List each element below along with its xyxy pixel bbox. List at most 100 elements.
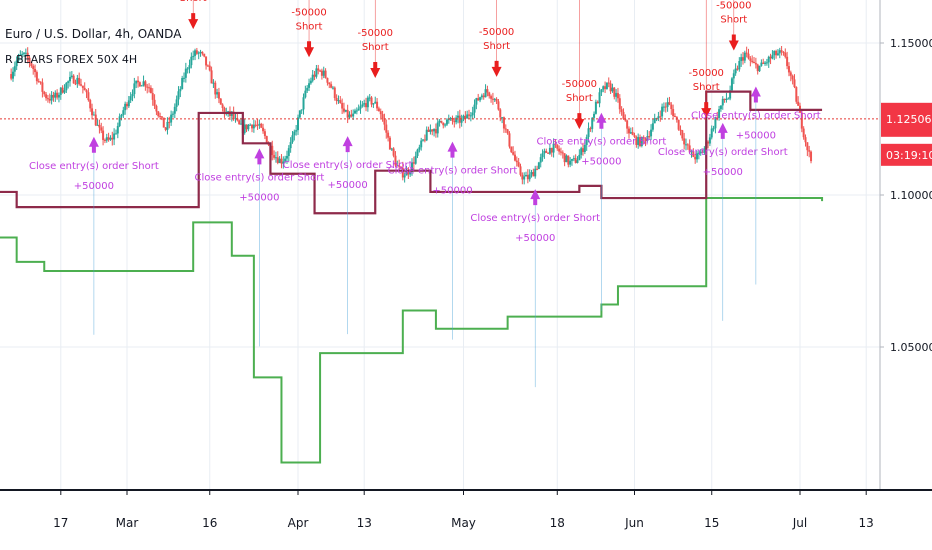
candle xyxy=(532,168,535,177)
time-tick-label: 16 xyxy=(202,516,217,530)
candle xyxy=(359,100,362,114)
candle-body xyxy=(804,137,807,143)
candle-body xyxy=(339,100,342,104)
candle xyxy=(758,65,761,72)
signal-qty-label: -50000 xyxy=(689,68,724,79)
candle-body xyxy=(422,139,425,141)
candle xyxy=(677,119,680,131)
candle-body xyxy=(274,157,277,159)
candle-body xyxy=(570,159,573,161)
candle-body xyxy=(411,162,414,173)
candle-body xyxy=(146,86,149,88)
candle-body xyxy=(155,105,158,112)
candle xyxy=(536,165,539,171)
candle xyxy=(13,61,16,77)
candle xyxy=(808,145,811,158)
candle-body xyxy=(574,158,577,163)
candle-body xyxy=(458,115,461,123)
candle-body xyxy=(80,84,83,86)
candle-body xyxy=(166,121,169,130)
candle xyxy=(710,125,713,140)
candle-body xyxy=(52,94,55,98)
candle-body xyxy=(199,51,202,53)
candle xyxy=(92,111,95,116)
candle xyxy=(319,69,322,72)
candle-body xyxy=(370,97,373,105)
up-arrow-icon xyxy=(88,136,99,153)
candle xyxy=(354,108,357,114)
candle-body xyxy=(302,97,305,110)
candle-body xyxy=(13,66,16,72)
candle-body xyxy=(390,148,393,150)
candle-body xyxy=(249,124,252,126)
candle xyxy=(54,90,57,102)
countdown-label: 03:19:10 xyxy=(886,149,932,162)
candle-body xyxy=(703,148,706,153)
candle-body xyxy=(466,114,469,119)
candle xyxy=(786,51,789,70)
candle xyxy=(368,94,371,102)
candle-body xyxy=(258,123,261,126)
candle xyxy=(512,146,515,156)
candle xyxy=(337,95,340,104)
candle-body xyxy=(273,155,276,158)
candle xyxy=(613,87,616,100)
signal-order-label: Close entry(s) order Short xyxy=(29,161,159,172)
candle-body xyxy=(789,72,792,76)
down-arrow-icon xyxy=(574,113,585,130)
candle xyxy=(523,172,526,185)
candle xyxy=(243,118,246,135)
candle-body xyxy=(806,142,809,151)
candle-body xyxy=(57,94,60,98)
candle-body xyxy=(510,146,513,153)
candle-body xyxy=(313,74,316,77)
time-axis: 17 Mar 16 Apr 13 May 18 Jun 15 Jul 13 xyxy=(0,489,932,550)
candle-body xyxy=(650,129,653,137)
candle-body xyxy=(11,71,14,79)
candle xyxy=(398,159,401,172)
candle-body xyxy=(808,150,811,152)
candle-body xyxy=(725,98,728,101)
candle xyxy=(699,149,702,156)
candle-body xyxy=(102,130,105,140)
candle-body xyxy=(19,54,22,56)
candle xyxy=(120,113,123,121)
candle-body xyxy=(23,52,26,54)
candle xyxy=(764,61,767,66)
candle-body xyxy=(284,158,287,162)
candle xyxy=(775,49,778,59)
signal-qty-label: -50000 xyxy=(358,28,393,39)
candle xyxy=(206,64,209,67)
candle-body xyxy=(263,131,266,137)
candle-body xyxy=(569,160,572,165)
candle xyxy=(350,109,353,118)
candle-body xyxy=(534,168,537,177)
candle xyxy=(501,117,504,124)
candle xyxy=(738,57,741,72)
signal-qty-label: -50000 xyxy=(479,27,514,38)
candle-body xyxy=(333,87,336,99)
candle-body xyxy=(192,55,195,57)
candle xyxy=(311,70,314,83)
candle xyxy=(379,108,382,119)
candle xyxy=(274,151,277,163)
candle-body xyxy=(137,80,140,83)
candle-body xyxy=(539,157,542,163)
candle-body xyxy=(412,162,415,164)
candle xyxy=(173,103,176,119)
candle xyxy=(78,72,81,86)
candle-body xyxy=(517,162,520,167)
candle-body xyxy=(607,82,610,84)
candle-body xyxy=(122,110,125,115)
candle xyxy=(352,109,355,120)
candle-body xyxy=(513,154,516,161)
candle xyxy=(642,135,645,145)
candle xyxy=(683,132,686,150)
candle-body xyxy=(280,158,283,164)
candle-body xyxy=(451,118,454,122)
time-axis-background xyxy=(0,490,932,550)
candle xyxy=(118,113,121,128)
candle xyxy=(238,119,241,125)
candle xyxy=(650,124,653,141)
